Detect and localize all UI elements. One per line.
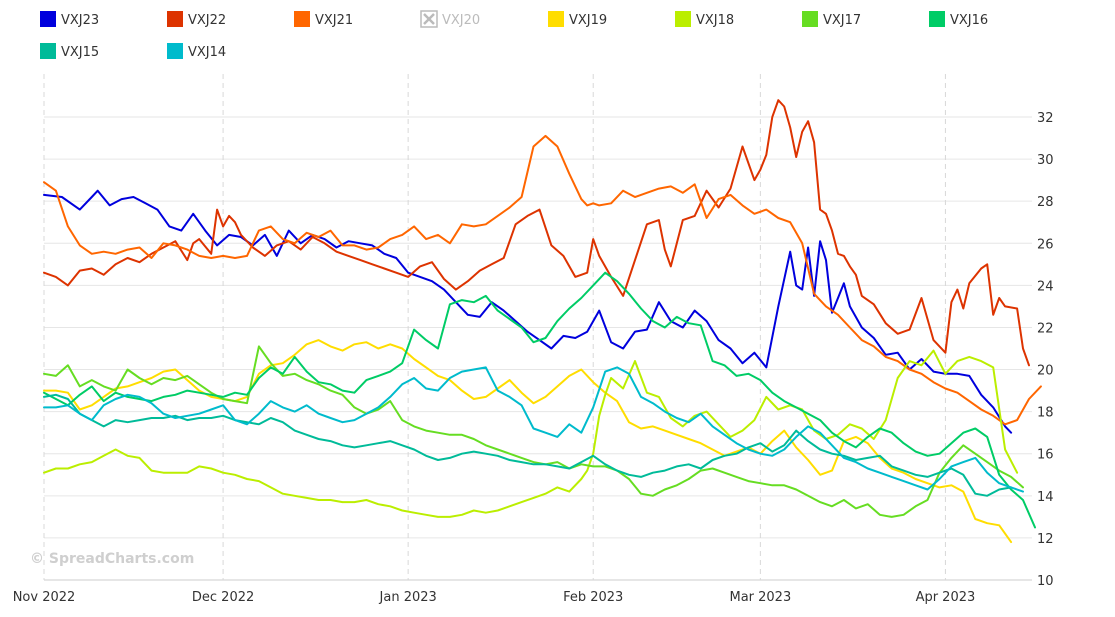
- x-tick-label: Jan 2023: [379, 590, 437, 605]
- series-line-vxj15: [43, 393, 1013, 497]
- legend-label: VXJ20: [442, 13, 480, 28]
- legend-label: VXJ23: [61, 13, 99, 28]
- y-tick-label: 16: [1037, 448, 1054, 463]
- y-tick-label: 18: [1037, 406, 1054, 421]
- legend-item-vxj21[interactable]: VXJ21: [294, 11, 353, 28]
- legend-label: VXJ19: [569, 13, 607, 28]
- legend-item-vxj15[interactable]: VXJ15: [40, 43, 99, 60]
- y-tick-label: 26: [1037, 237, 1054, 252]
- series-line-vxj22: [43, 99, 1030, 367]
- legend-item-vxj17[interactable]: VXJ17: [802, 11, 861, 28]
- legend-swatch: [675, 11, 691, 27]
- legend-label: VXJ17: [823, 13, 861, 28]
- x-tick-label: Feb 2023: [563, 590, 623, 605]
- legend-item-vxj19[interactable]: VXJ19: [548, 11, 607, 28]
- x-axis: Nov 2022 Dec 2022 Jan 2023 Feb 2023 Mar 2023…: [13, 590, 976, 605]
- legend-label: VXJ21: [315, 13, 353, 28]
- legend-item-vxj18[interactable]: VXJ18: [675, 11, 734, 28]
- gridlines: [43, 74, 1032, 581]
- series-line-vxj14: [43, 366, 1024, 493]
- y-tick-label: 12: [1037, 532, 1054, 547]
- y-tick-label: 22: [1037, 321, 1054, 336]
- legend-swatch: [40, 11, 56, 27]
- series-line-vxj16: [43, 271, 1036, 529]
- series-line-vxj19: [43, 339, 1013, 544]
- x-tick-label: Apr 2023: [916, 590, 976, 605]
- x-tick-label: Mar 2023: [729, 590, 791, 605]
- series-line-vxj17: [43, 345, 1024, 518]
- y-tick-label: 10: [1037, 574, 1054, 589]
- x-tick-label: Dec 2022: [192, 590, 254, 605]
- y-tick-label: 14: [1037, 490, 1054, 505]
- y-tick-label: 32: [1037, 111, 1054, 126]
- legend-item-vxj23[interactable]: VXJ23: [40, 11, 99, 28]
- y-tick-label: 28: [1037, 195, 1054, 210]
- legend-item-vxj14[interactable]: VXJ14: [167, 43, 226, 60]
- hidden-series-icon: [420, 10, 438, 28]
- watermark: © SpreadCharts.com: [30, 551, 194, 567]
- legend-label: VXJ22: [188, 13, 226, 28]
- legend-swatch: [167, 43, 183, 59]
- legend-swatch: [167, 11, 183, 27]
- legend: VXJ23 VXJ22 VXJ21 VXJ20 VXJ19 VXJ18 VXJ17 VXJ16…: [40, 10, 988, 60]
- legend-label: VXJ14: [188, 45, 226, 60]
- series-line-vxj23: [43, 189, 1013, 434]
- y-axis: 10 12 14 16 18 20 22 24 26 28 30 32: [1037, 111, 1054, 589]
- series-lines: [43, 99, 1042, 544]
- legend-item-vxj22[interactable]: VXJ22: [167, 11, 226, 28]
- legend-swatch: [548, 11, 564, 27]
- series-line-vxj18: [43, 349, 1019, 518]
- legend-swatch: [929, 11, 945, 27]
- legend-item-vxj16[interactable]: VXJ16: [929, 11, 988, 28]
- legend-label: VXJ15: [61, 45, 99, 60]
- legend-label: VXJ18: [696, 13, 734, 28]
- legend-swatch: [40, 43, 56, 59]
- legend-swatch: [294, 11, 310, 27]
- legend-swatch: [802, 11, 818, 27]
- y-tick-label: 24: [1037, 279, 1054, 294]
- x-tick-label: Nov 2022: [13, 590, 76, 605]
- y-tick-label: 30: [1037, 153, 1054, 168]
- series-line-vxj21: [43, 134, 1042, 426]
- legend-item-vxj20[interactable]: VXJ20: [420, 10, 480, 28]
- legend-label: VXJ16: [950, 13, 988, 28]
- y-tick-label: 20: [1037, 364, 1054, 379]
